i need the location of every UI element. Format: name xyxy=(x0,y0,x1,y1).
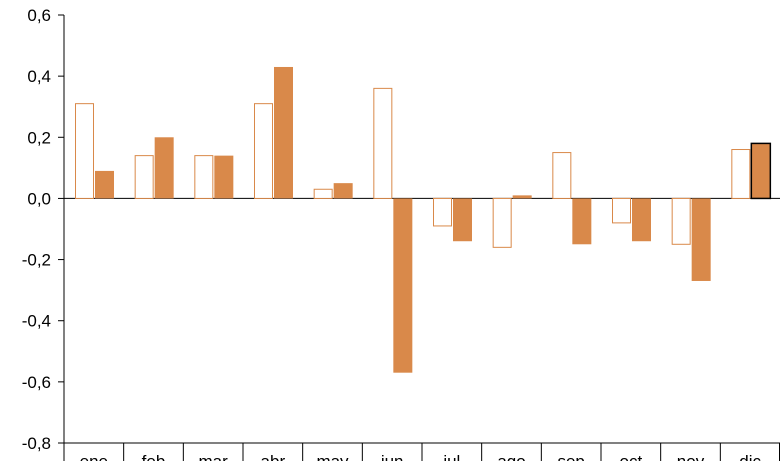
bar-series-1-dic xyxy=(731,149,751,199)
y-tick-label: 0,6 xyxy=(27,6,51,25)
category-label: sep xyxy=(557,452,584,461)
bar-series-1-oct xyxy=(612,197,631,224)
y-axis: 0,6 0,4 0,2 0,0 -0,2 -0,4 -0,6 -0,8 xyxy=(22,6,65,453)
bar-series-1-ago xyxy=(492,197,512,248)
category-label: dic xyxy=(739,452,761,461)
category-label: oct xyxy=(619,452,642,461)
bars xyxy=(75,66,772,373)
category-label: jul xyxy=(442,452,460,461)
bar-series-1-sep xyxy=(552,152,572,199)
y-tick-label: -0,6 xyxy=(22,373,51,392)
bar-series-2-nov xyxy=(691,198,711,281)
bar-series-2-sep xyxy=(572,198,592,245)
bar-series-1-mar xyxy=(194,155,214,199)
category-label: may xyxy=(316,452,349,461)
category-label: mar xyxy=(199,452,229,461)
bar-series-2-ago xyxy=(512,195,532,199)
bar-series-2-jul xyxy=(453,198,472,242)
category-labels: ene feb mar abr may jun jul ago sep oct nov dic xyxy=(80,452,762,461)
category-label: jun xyxy=(380,452,404,461)
bar-series-2-feb xyxy=(154,137,174,199)
bar-series-1-jul xyxy=(433,197,452,227)
y-tick-label: -0,4 xyxy=(22,312,51,331)
category-label: nov xyxy=(677,452,705,461)
bar-series-2-dic xyxy=(750,142,772,200)
category-label: ene xyxy=(80,452,108,461)
category-label: feb xyxy=(142,452,166,461)
y-tick-label: 0,4 xyxy=(27,67,51,86)
y-tick-label: 0,2 xyxy=(27,128,51,147)
bar-series-1-may xyxy=(313,188,333,199)
x-axis xyxy=(63,197,780,461)
category-label: ago xyxy=(497,452,525,461)
bar-series-1-ene xyxy=(75,103,94,199)
bar-series-2-ene xyxy=(95,170,114,199)
y-tick-label: 0,0 xyxy=(27,189,51,208)
bar-series-1-abr xyxy=(254,103,273,199)
category-label: abr xyxy=(261,452,286,461)
bar-series-1-nov xyxy=(671,197,691,245)
bar-series-2-oct xyxy=(632,198,651,242)
bar-series-2-may xyxy=(333,183,353,199)
bar-series-2-jun xyxy=(393,198,413,373)
bar-series-1-feb xyxy=(134,155,154,199)
bar-series-1-jun xyxy=(373,87,393,199)
y-tick-label: -0,2 xyxy=(22,251,51,270)
bar-series-2-mar xyxy=(214,155,234,199)
bar-series-2-abr xyxy=(274,66,293,199)
y-tick-label: -0,8 xyxy=(22,434,51,453)
